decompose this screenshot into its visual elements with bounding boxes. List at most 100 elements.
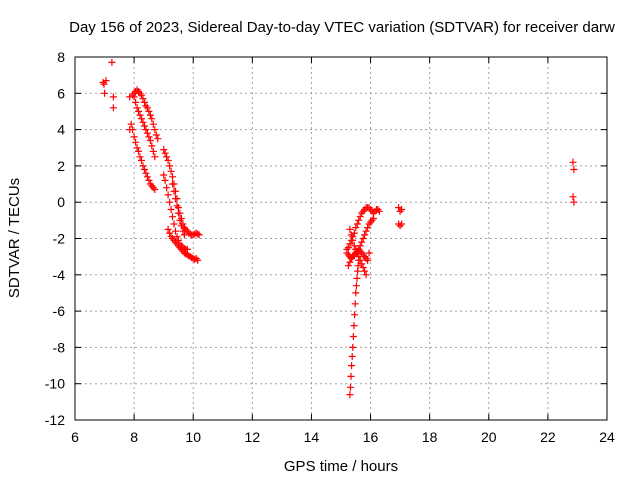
data-point [170,220,178,228]
data-point [146,137,154,144]
data-point [138,157,145,164]
data-point [163,153,171,161]
x-tick-label: 24 [599,429,615,445]
x-tick-label: 18 [422,429,438,445]
data-point [166,229,174,237]
x-axis-label: GPS time / hours [284,458,398,475]
data-point [164,225,172,233]
data-point [179,227,187,235]
data-point [146,111,154,119]
data-point [350,242,358,250]
y-tick-label: 8 [57,49,65,65]
data-point [145,176,153,184]
data-points [99,58,578,399]
y-tick-label: -10 [45,376,65,392]
data-point [109,93,117,101]
data-point [347,383,354,391]
data-point [351,311,359,319]
data-point [170,187,178,195]
data-point [358,238,366,246]
data-point [348,353,356,360]
data-point [356,213,364,221]
plot-frame [74,56,608,421]
data-point [151,153,159,161]
data-point [180,231,188,239]
data-point [169,213,176,221]
data-point [347,372,355,380]
data-point [154,135,162,143]
data-point [149,147,157,155]
data-point [135,147,142,155]
data-point [143,104,151,112]
data-point [164,191,172,199]
chart-title: Day 156 of 2023, Sidereal Day-to-day VTE… [69,19,615,36]
y-tick-label: -8 [53,339,66,355]
data-point [352,289,360,297]
y-tick-label: -6 [53,303,66,319]
y-tick-label: -4 [53,267,66,283]
data-point [169,173,176,181]
data-point [370,215,377,222]
data-point [361,231,369,239]
data-point [166,198,174,206]
data-point [136,153,144,161]
data-point [100,80,108,88]
data-point [194,230,202,238]
data-point [194,256,202,264]
data-point [167,167,175,175]
data-point [349,333,357,340]
data-point [365,249,373,257]
data-point [167,206,175,213]
data-point [151,186,159,193]
x-tick-label: 20 [481,429,497,445]
data-point [143,129,151,137]
data-point [102,77,110,85]
data-point [173,202,181,210]
data-point [173,233,181,241]
data-point [359,264,367,271]
y-tick-label: 0 [57,194,65,210]
data-point [141,166,148,173]
data-point [362,227,370,235]
y-tick-label: 2 [57,158,65,174]
data-point [352,282,360,290]
data-point [142,126,150,134]
data-point [344,244,352,252]
data-point [141,122,148,130]
data-point [109,104,117,112]
data-point [145,107,153,115]
data-point [569,158,577,166]
data-point [145,133,153,141]
data-point [141,98,148,106]
data-point [163,184,171,192]
data-point [132,138,140,146]
data-point [172,195,179,203]
data-point [169,180,176,188]
data-point [139,118,147,126]
data-point [130,133,138,141]
data-point [177,222,185,230]
data-point [191,255,199,263]
data-point [362,271,370,279]
data-point [344,262,352,270]
data-point [166,162,174,170]
data-point [375,207,383,215]
data-point [353,274,361,282]
x-tick-label: 8 [130,429,138,445]
data-point [101,89,109,97]
x-tick-label: 22 [540,429,556,445]
x-tick-label: 14 [304,429,320,445]
data-point [174,209,182,217]
data-point [149,120,157,128]
data-point [398,206,406,213]
data-point [133,144,141,152]
data-point [139,95,147,103]
y-tick-label: -2 [53,231,66,247]
y-axis-label: SDTVAR / TECUs [6,178,23,298]
data-point [353,220,361,228]
grid [75,57,607,420]
x-tick-label: 12 [245,429,261,445]
data-point [355,216,363,224]
data-point [138,91,145,99]
